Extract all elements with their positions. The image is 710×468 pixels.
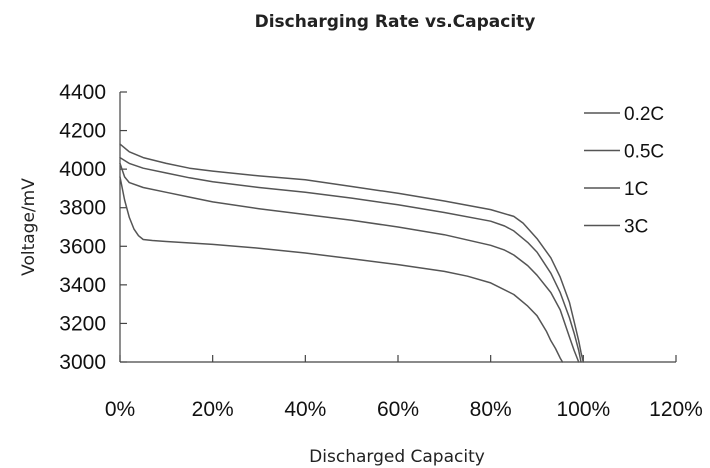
legend-label: 0.2C xyxy=(624,104,664,125)
legend: 0.2C 0.5C 1C 3C xyxy=(584,104,664,238)
y-axis: 3000 3200 3400 3600 3800 4000 4200 4400 xyxy=(59,81,127,374)
x-axis: 0% 20% 40% 60% 80% 100% 120% xyxy=(105,355,703,421)
chart-title: Discharging Rate vs.Capacity xyxy=(255,12,536,32)
y-tick-label: 3200 xyxy=(59,312,106,335)
series-line-3c xyxy=(119,176,564,363)
x-tick-label: 100% xyxy=(556,398,610,421)
legend-label: 1C xyxy=(624,179,648,200)
y-tick-label: 4000 xyxy=(59,158,106,181)
y-tick-label: 3000 xyxy=(59,351,106,374)
x-tick-label: 0% xyxy=(105,398,135,421)
y-tick-label: 3800 xyxy=(59,197,106,220)
series-line-1c xyxy=(119,162,580,363)
x-tick-label: 40% xyxy=(284,398,326,421)
x-tick-label: 120% xyxy=(649,398,703,421)
x-axis-label: Discharged Capacity xyxy=(309,447,485,467)
series-line-0-2c xyxy=(119,143,585,363)
y-tick-label: 3400 xyxy=(59,274,106,297)
y-axis-label: Voltage/mV xyxy=(19,178,39,276)
series-line-0-5c xyxy=(119,156,582,363)
y-tick-label: 4400 xyxy=(59,81,106,104)
legend-label: 0.5C xyxy=(624,142,664,163)
series-lines xyxy=(119,143,585,363)
y-tick-label: 3600 xyxy=(59,235,106,258)
x-tick-label: 80% xyxy=(470,398,512,421)
x-tick-label: 20% xyxy=(192,398,234,421)
y-tick-label: 4200 xyxy=(59,120,106,143)
x-tick-label: 60% xyxy=(377,398,419,421)
legend-label: 3C xyxy=(624,217,648,238)
